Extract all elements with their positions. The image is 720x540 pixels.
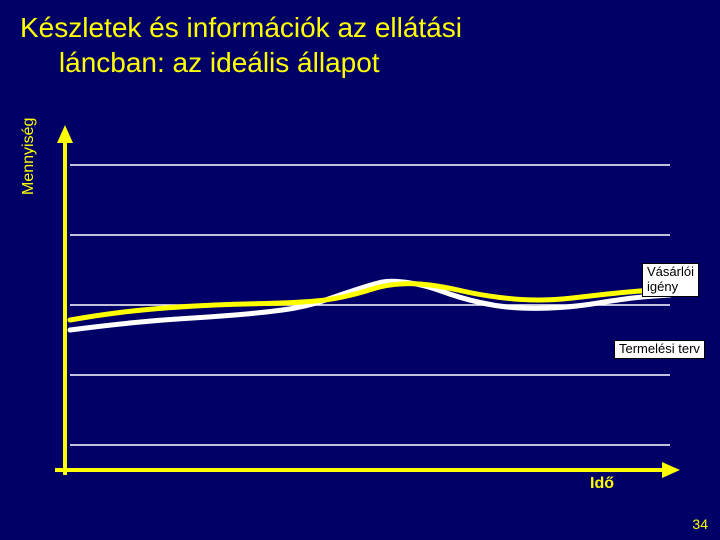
series-label-termelesi: Termelési terv xyxy=(614,340,705,359)
title-line-2: láncban: az ideális állapot xyxy=(59,47,380,78)
chart-svg xyxy=(30,125,690,495)
series-label-vasarloi: Vásárlóiigény xyxy=(642,263,699,297)
chart: Mennyiség Vásárlóiigény Termelési terv I… xyxy=(30,125,690,495)
page-number: 34 xyxy=(692,516,708,532)
title-line-1: Készletek és információk az ellátási xyxy=(20,12,462,43)
slide-title: Készletek és információk az ellátási lán… xyxy=(0,0,720,80)
x-axis-label: Idő xyxy=(590,475,614,493)
